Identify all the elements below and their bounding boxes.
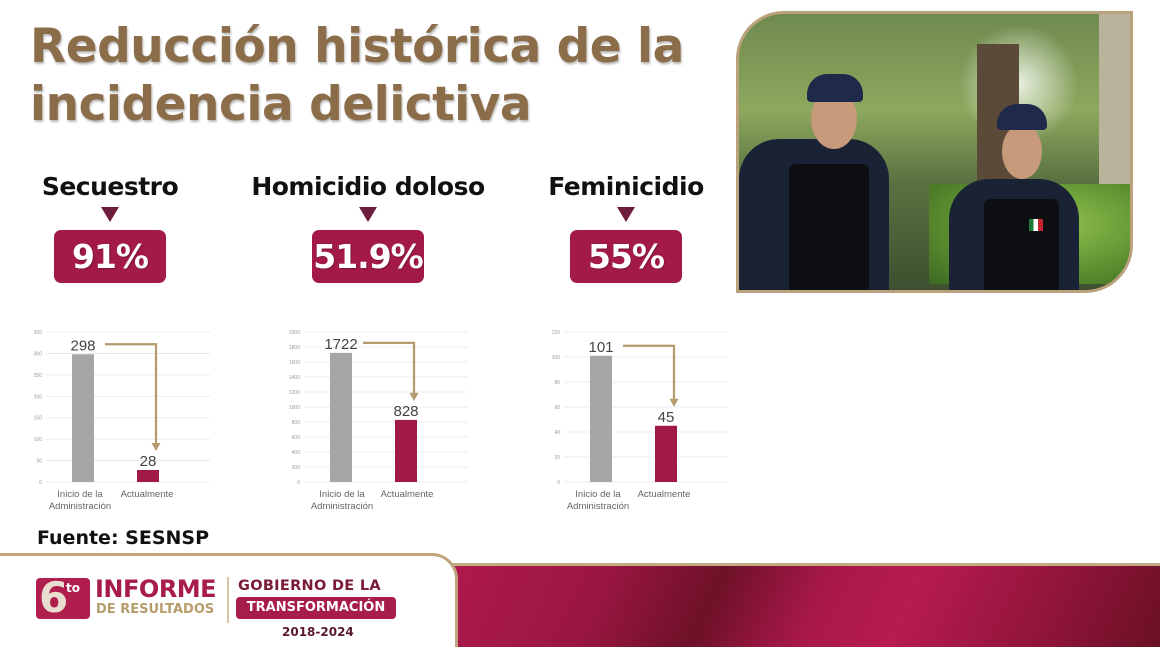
y-tick-label: 1400 xyxy=(289,375,300,381)
reduction-badge: 91% xyxy=(54,230,166,283)
category-label-line: Inicio de la xyxy=(319,489,365,500)
logo-gobierno-text: GOBIERNO DE LA xyxy=(238,578,381,594)
value-label: 828 xyxy=(393,403,418,420)
title-line-1: Reducción histórica de la xyxy=(30,19,684,74)
bar-actualmente xyxy=(137,470,159,482)
y-tick-label: 100 xyxy=(552,355,561,361)
logo-transformacion-badge: TRANSFORMACIÓN xyxy=(236,597,396,619)
category-label-actualmente: Actualmente xyxy=(120,489,174,500)
y-tick-label: 120 xyxy=(552,330,561,336)
category-label-line: Inicio de la xyxy=(57,489,103,500)
y-tick-label: 350 xyxy=(34,330,43,336)
value-label: 28 xyxy=(140,453,157,470)
y-tick-label: 0 xyxy=(557,480,560,486)
footer-band xyxy=(440,563,1160,647)
chart-secuestro: 0 50 100 150 200 250 300 350 298 28 Inicio de la … xyxy=(30,326,230,516)
bar-chart: 0 50 100 150 200 250 300 350 298 28 xyxy=(34,330,210,486)
y-tick-label: 100 xyxy=(34,437,43,443)
metric-label: Feminicidio xyxy=(548,172,704,201)
bar-actualmente xyxy=(395,419,417,482)
photo-cap xyxy=(807,74,863,102)
reduction-arrow xyxy=(105,343,158,444)
photo-vest xyxy=(984,199,1059,290)
y-tick-label: 0 xyxy=(39,480,42,486)
title-line-2: incidencia delictiva xyxy=(30,77,532,132)
category-label-line: Inicio de la xyxy=(575,489,621,500)
value-label: 1722 xyxy=(324,336,357,353)
y-tick-label: 20 xyxy=(554,455,560,461)
logo-years: 2018-2024 xyxy=(282,625,354,639)
y-tick-label: 0 xyxy=(297,480,300,486)
category-label-line: Administración xyxy=(48,501,112,512)
bar-chart: 0 20 40 60 80 100 120 101 45 xyxy=(552,330,728,486)
reduction-badge: 55% xyxy=(570,230,682,283)
y-tick-label: 150 xyxy=(34,416,43,422)
y-tick-label: 200 xyxy=(34,394,43,400)
mexico-flag-icon xyxy=(1029,219,1043,231)
page-title: Reducción histórica de la incidencia del… xyxy=(30,18,730,134)
logo-six: 6 xyxy=(39,573,69,622)
y-tick-label: 800 xyxy=(292,420,301,426)
y-tick-label: 250 xyxy=(34,373,43,379)
chart-feminicidio: 0 20 40 60 80 100 120 101 45 Inicio de la Admini… xyxy=(548,326,748,516)
bar-inicio xyxy=(330,352,352,482)
y-tick-label: 1800 xyxy=(289,345,300,351)
y-tick-label: 80 xyxy=(554,380,560,386)
value-label: 298 xyxy=(70,337,95,354)
y-tick-label: 2000 xyxy=(289,330,300,336)
down-triangle-icon xyxy=(617,207,635,222)
logo-resultados-text: DE RESULTADOS xyxy=(96,602,215,617)
logo-informe-text: INFORME xyxy=(95,575,217,603)
category-label-actualmente: Actualmente xyxy=(637,489,691,500)
arrow-head-icon xyxy=(409,392,419,401)
y-tick-label: 60 xyxy=(554,405,560,411)
category-label-inicio: Inicio de la Administración xyxy=(558,489,638,513)
y-tick-label: 400 xyxy=(292,450,301,456)
bar-chart: 0 200 400 600 800 1000 1200 1400 1600 1800 2000 172… xyxy=(289,330,468,486)
category-label-inicio: Inicio de la Administración xyxy=(40,489,120,513)
y-tick-label: 50 xyxy=(36,459,42,465)
down-triangle-icon xyxy=(359,207,377,222)
y-tick-label: 1000 xyxy=(289,405,300,411)
photo-face xyxy=(1002,124,1042,179)
category-label-line: Administración xyxy=(566,501,630,512)
metric-feminicidio: Feminicidio 55% xyxy=(496,172,756,283)
reduction-arrow xyxy=(363,341,416,394)
bar-inicio xyxy=(590,355,612,482)
metric-label: Homicidio doloso xyxy=(251,172,485,201)
arrow-head-icon xyxy=(151,443,161,451)
category-label-line: Administración xyxy=(310,501,374,512)
category-label-inicio: Inicio de la Administración xyxy=(302,489,382,513)
y-tick-label: 600 xyxy=(292,435,301,441)
down-triangle-icon xyxy=(101,207,119,222)
bar-actualmente xyxy=(655,425,677,482)
bar-inicio xyxy=(72,354,94,482)
arrow-head-icon xyxy=(669,398,679,407)
metric-secuestro: Secuestro 91% xyxy=(0,172,240,283)
value-label: 45 xyxy=(658,409,675,426)
y-tick-label: 1600 xyxy=(289,360,300,366)
source-note: Fuente: SESNSP xyxy=(37,527,210,549)
sexto-informe-logo: 6 to xyxy=(36,573,90,622)
metric-homicidio-doloso: Homicidio doloso 51.9% xyxy=(238,172,498,283)
category-label-actualmente: Actualmente xyxy=(380,489,434,500)
logo-to: to xyxy=(66,581,80,595)
y-tick-label: 300 xyxy=(34,351,43,357)
y-tick-label: 200 xyxy=(292,465,301,471)
reduction-arrow xyxy=(623,344,676,400)
logo-divider xyxy=(227,577,229,623)
reduction-badge: 51.9% xyxy=(312,230,424,283)
metric-label: Secuestro xyxy=(41,172,179,201)
y-tick-label: 1200 xyxy=(289,390,300,396)
value-label: 101 xyxy=(588,339,613,356)
police-photo xyxy=(736,11,1133,293)
photo-vest xyxy=(789,164,869,290)
photo-cap xyxy=(997,104,1047,130)
chart-homicidio-doloso: 0 200 400 600 800 1000 1200 1400 1600 1800 2000 172… xyxy=(288,326,488,516)
y-tick-label: 40 xyxy=(554,430,560,436)
